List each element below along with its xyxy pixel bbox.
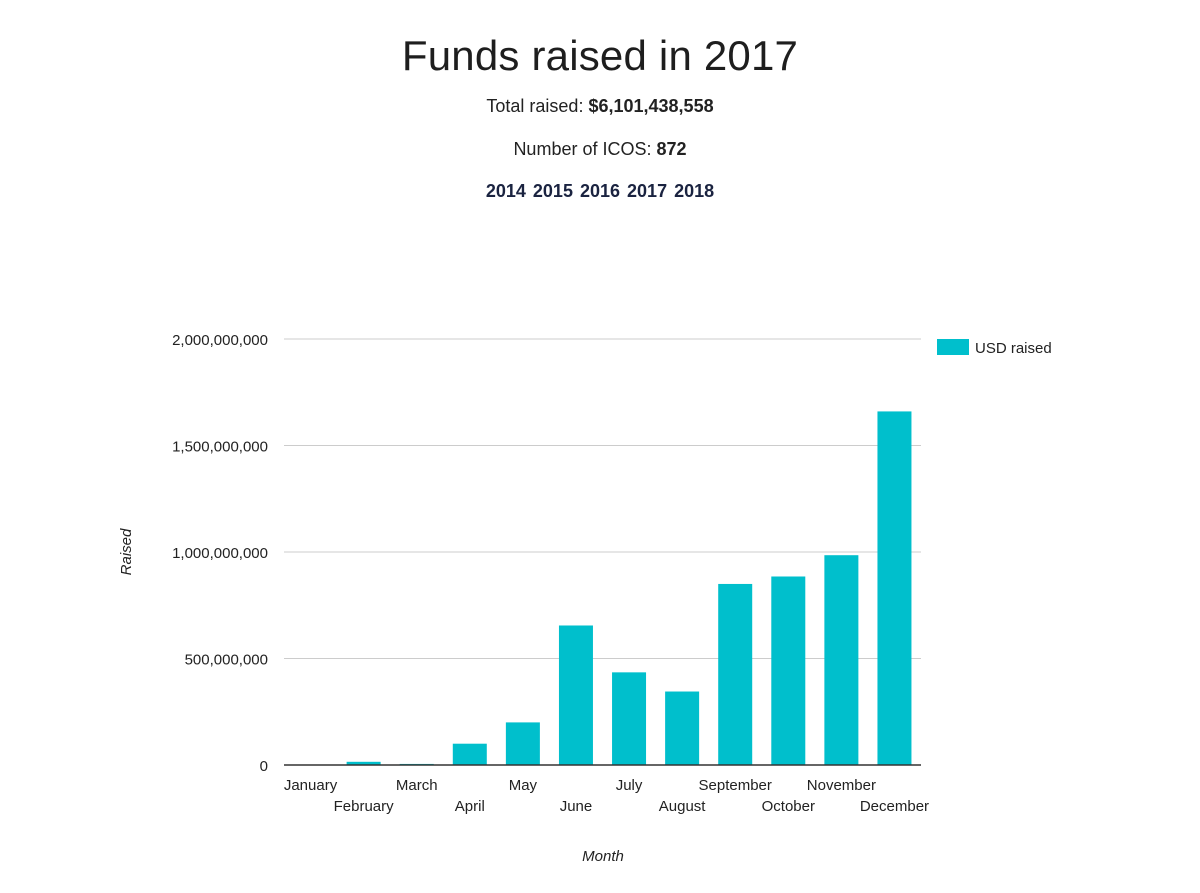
bar-april (453, 744, 487, 765)
bar-august (665, 692, 699, 765)
x-axis-title: Month (582, 848, 624, 865)
x-tick-label-may: May (509, 777, 538, 794)
legend-label: USD raised (975, 340, 1052, 357)
x-tick-label-september: September (699, 777, 772, 794)
bar-september (718, 584, 752, 765)
x-tick-label-april: April (455, 798, 485, 815)
x-tick-label-november: November (807, 777, 876, 794)
x-tick-label-february: February (334, 798, 395, 815)
x-tick-label-march: March (396, 777, 438, 794)
x-tick-label-december: December (860, 798, 929, 815)
y-tick-label-3: 1,500,000,000 (172, 439, 268, 456)
x-tick-label-july: July (616, 777, 643, 794)
bar-december (877, 411, 911, 765)
y-axis-title: Raised (118, 528, 135, 575)
x-tick-label-january: January (284, 777, 338, 794)
bar-november (824, 555, 858, 765)
bar-june (559, 625, 593, 765)
y-tick-label-0: 0 (260, 758, 268, 775)
y-tick-label-4: 2,000,000,000 (172, 332, 268, 349)
x-tick-label-august: August (659, 798, 707, 815)
legend-swatch (937, 339, 969, 355)
y-tick-label-2: 1,000,000,000 (172, 545, 268, 562)
x-tick-label-october: October (762, 798, 815, 815)
y-tick-label-1: 500,000,000 (185, 652, 268, 669)
bar-july (612, 672, 646, 765)
bar-may (506, 722, 540, 765)
bar-october (771, 576, 805, 765)
x-tick-label-june: June (560, 798, 593, 815)
